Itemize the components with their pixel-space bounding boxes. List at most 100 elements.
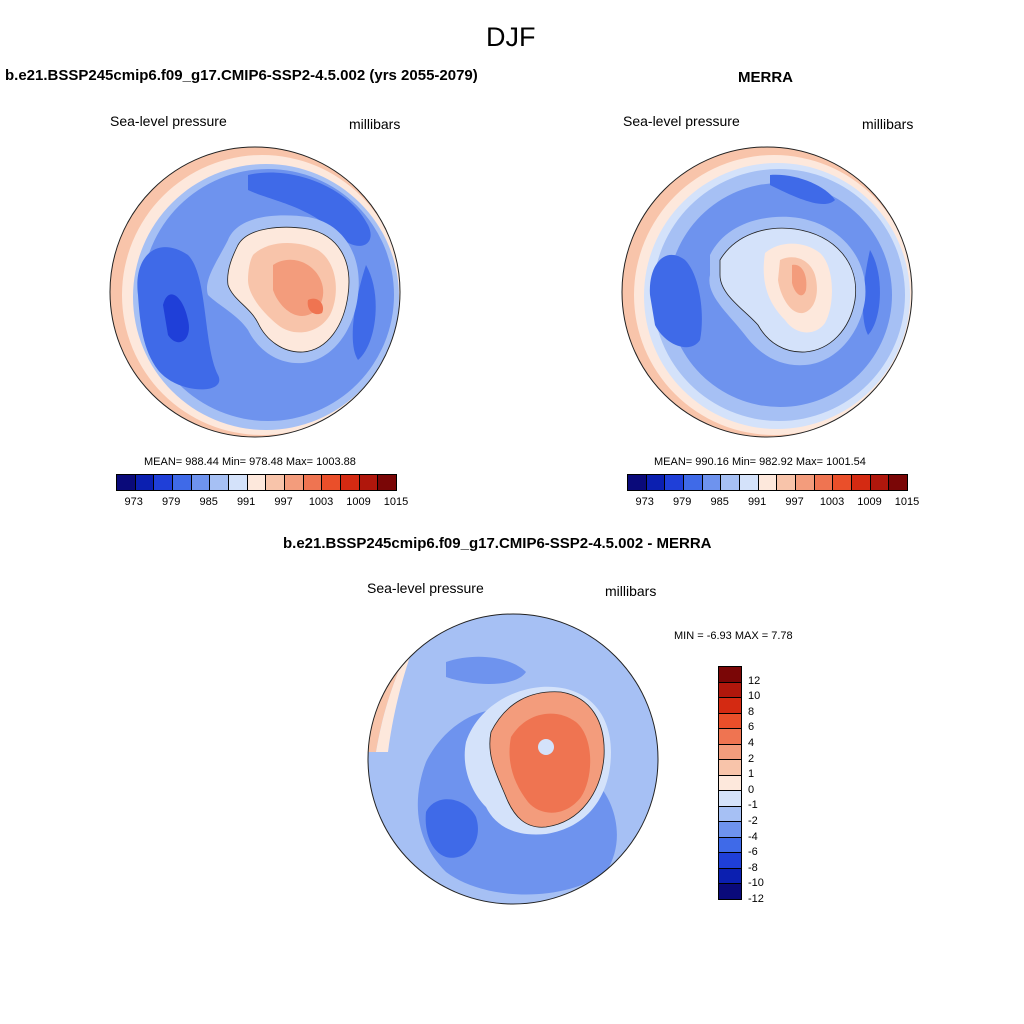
colorbar-tick-label: -10 xyxy=(748,877,764,890)
colorbar-box xyxy=(247,475,267,490)
colorbar-box xyxy=(777,475,797,490)
merra-low-north xyxy=(770,174,835,205)
colorbar-box xyxy=(719,853,741,869)
colorbar-box xyxy=(870,475,890,490)
colorbar-box xyxy=(702,475,722,490)
colorbar-box xyxy=(719,698,741,714)
diff-local-min xyxy=(538,739,554,755)
model-stats: MEAN= 988.44 Min= 978.48 Max= 1003.88 xyxy=(144,456,356,468)
diff-map-border xyxy=(367,613,659,905)
merra-stats: MEAN= 990.16 Min= 982.92 Max= 1001.54 xyxy=(654,456,866,468)
colorbar-box xyxy=(719,884,741,899)
colorbar-box xyxy=(210,475,230,490)
colorbar-tick-label: 1015 xyxy=(894,496,920,508)
colorbar-tick-label: 1003 xyxy=(308,496,334,508)
merra-colorbar xyxy=(627,474,908,491)
diff-low-core xyxy=(425,799,478,858)
diff-colorbar xyxy=(718,666,742,900)
colorbar-box xyxy=(889,475,908,490)
colorbar-tick-label: 1 xyxy=(748,768,755,781)
diff-stats: MIN = -6.93 MAX = 7.78 xyxy=(674,630,793,642)
colorbar-box xyxy=(719,806,741,823)
merra-panel-title: MERRA xyxy=(738,69,793,86)
colorbar-box xyxy=(719,682,741,699)
colorbar-tick-label: 979 xyxy=(162,496,181,508)
diff-light-north xyxy=(536,641,626,685)
diff-field-label: Sea-level pressure xyxy=(367,580,484,596)
model-colorbar xyxy=(116,474,397,491)
merra-low-west xyxy=(649,254,702,348)
colorbar-box xyxy=(684,475,703,490)
colorbar-box xyxy=(833,475,853,490)
colorbar-tick-label: 6 xyxy=(748,721,755,734)
diff-high-core xyxy=(509,713,591,813)
colorbar-box xyxy=(814,475,834,490)
model-field-label: Sea-level pressure xyxy=(110,113,227,129)
colorbar-box xyxy=(303,475,323,490)
colorbar-box xyxy=(719,822,741,838)
colorbar-box xyxy=(285,475,304,490)
merra-low-east xyxy=(862,250,880,335)
model-map-border xyxy=(109,146,401,438)
colorbar-tick-label: 991 xyxy=(747,496,767,508)
merra-units-label: millibars xyxy=(862,116,914,132)
colorbar-tick-label: 1009 xyxy=(346,496,371,508)
colorbar-tick-label: 10 xyxy=(748,690,761,703)
colorbar-box xyxy=(378,475,397,490)
colorbar-box xyxy=(719,791,741,807)
colorbar-tick-label: 997 xyxy=(785,496,804,508)
model-low-east xyxy=(352,265,376,360)
colorbar-tick-label: 979 xyxy=(673,496,692,508)
model-high-peak xyxy=(307,298,324,315)
model-low-core xyxy=(163,294,189,343)
colorbar-box xyxy=(665,475,685,490)
colorbar-tick-label: -2 xyxy=(748,815,758,827)
diff-polar-map xyxy=(367,613,659,905)
colorbar-box xyxy=(646,475,666,490)
colorbar-box xyxy=(341,475,360,490)
colorbar-box xyxy=(740,475,759,490)
colorbar-tick-label: 1003 xyxy=(819,496,845,508)
colorbar-tick-label: 1009 xyxy=(857,496,882,508)
colorbar-tick-label: 0 xyxy=(748,783,755,796)
colorbar-box xyxy=(719,837,741,854)
colorbar-box xyxy=(719,744,741,761)
colorbar-tick-label: -1 xyxy=(748,799,758,812)
diff-low-north xyxy=(446,656,526,684)
colorbar-box xyxy=(719,760,741,776)
colorbar-tick-label: 4 xyxy=(748,737,755,749)
colorbar-box xyxy=(359,475,379,490)
colorbar-box xyxy=(229,475,248,490)
colorbar-box xyxy=(135,475,155,490)
model-units-label: millibars xyxy=(349,116,401,132)
diff-units-label: millibars xyxy=(605,583,657,599)
colorbar-tick-label: -6 xyxy=(748,846,758,859)
colorbar-box xyxy=(721,475,741,490)
colorbar-box xyxy=(758,475,778,490)
colorbar-tick-label: 2 xyxy=(748,752,755,765)
merra-polar-map xyxy=(621,146,913,438)
colorbar-tick-label: 12 xyxy=(748,674,761,687)
diff-panel-title: b.e21.BSSP245cmip6.f09_g17.CMIP6-SSP2-4.… xyxy=(283,535,712,552)
colorbar-box xyxy=(796,475,815,490)
colorbar-tick-label: 973 xyxy=(124,496,143,508)
colorbar-tick-label: 1015 xyxy=(383,496,409,508)
colorbar-box xyxy=(719,868,741,885)
colorbar-box xyxy=(719,729,741,745)
colorbar-box xyxy=(117,475,136,490)
colorbar-box xyxy=(191,475,211,490)
model-polar-map xyxy=(109,146,401,438)
diff-warm-west-light xyxy=(376,614,426,752)
figure-title: DJF xyxy=(486,22,536,52)
merra-map-border xyxy=(621,146,913,438)
colorbar-box xyxy=(852,475,871,490)
colorbar-tick-label: 985 xyxy=(199,496,218,508)
model-low-north xyxy=(248,172,371,246)
colorbar-box xyxy=(628,475,647,490)
colorbar-tick-label: 997 xyxy=(274,496,293,508)
colorbar-tick-label: 8 xyxy=(748,705,755,718)
colorbar-box xyxy=(719,775,741,792)
model-panel-title: b.e21.BSSP245cmip6.f09_g17.CMIP6-SSP2-4.… xyxy=(5,67,478,84)
colorbar-box xyxy=(719,713,741,730)
colorbar-tick-label: 985 xyxy=(710,496,729,508)
